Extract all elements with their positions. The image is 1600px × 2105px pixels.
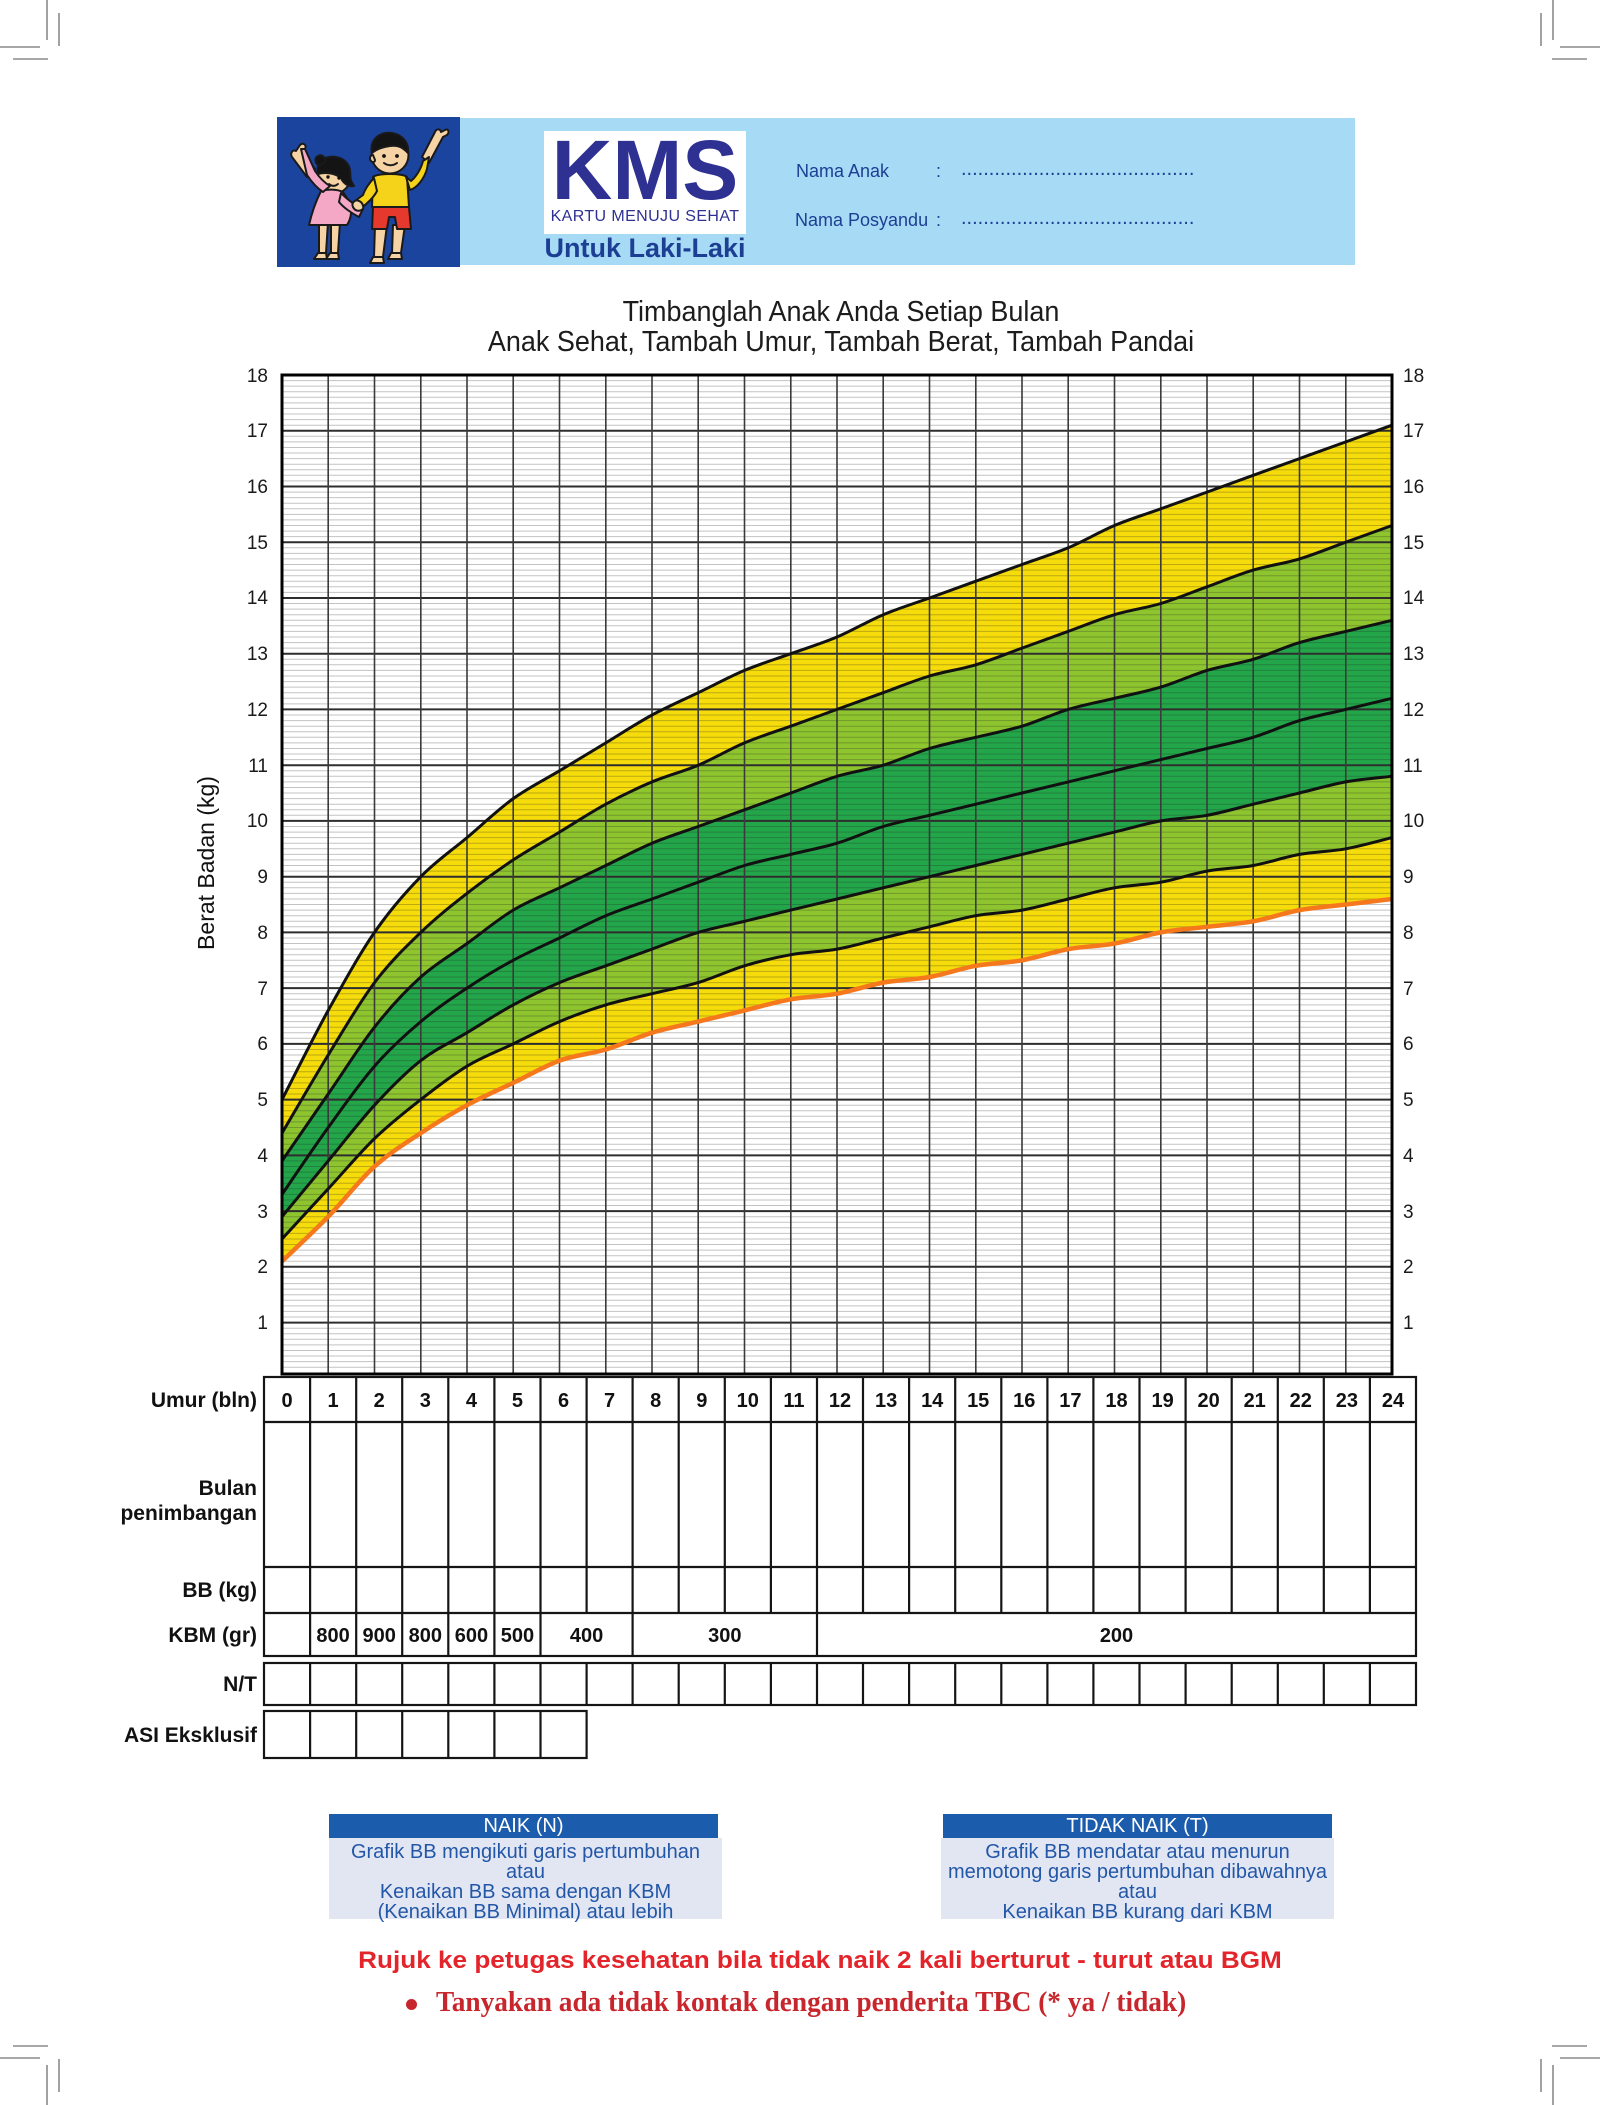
svg-text:ASI Eksklusif: ASI Eksklusif <box>124 1724 258 1747</box>
svg-text:3: 3 <box>1403 1202 1414 1223</box>
svg-text:18: 18 <box>1403 366 1424 387</box>
svg-text:4: 4 <box>466 1390 478 1412</box>
svg-text:9: 9 <box>1403 867 1414 888</box>
svg-text:18: 18 <box>1105 1390 1127 1412</box>
svg-text:5: 5 <box>512 1390 523 1412</box>
svg-text:9: 9 <box>257 867 268 888</box>
svg-text:300: 300 <box>708 1625 741 1647</box>
svg-text:7: 7 <box>1403 979 1414 1000</box>
svg-text:8: 8 <box>650 1390 661 1412</box>
svg-text:12: 12 <box>247 700 268 721</box>
svg-text:15: 15 <box>967 1390 989 1412</box>
svg-text:800: 800 <box>316 1625 349 1647</box>
svg-text:12: 12 <box>1403 700 1424 721</box>
svg-text:15: 15 <box>247 533 268 554</box>
svg-text:5: 5 <box>1403 1090 1414 1111</box>
svg-text:14: 14 <box>1403 588 1425 609</box>
svg-text:2: 2 <box>374 1390 385 1412</box>
svg-text:4: 4 <box>1403 1146 1414 1167</box>
svg-text:900: 900 <box>363 1625 396 1647</box>
svg-text:16: 16 <box>1403 477 1424 498</box>
svg-text:3: 3 <box>420 1390 431 1412</box>
svg-text:20: 20 <box>1197 1390 1219 1412</box>
svg-text:400: 400 <box>570 1625 603 1647</box>
svg-text:16: 16 <box>1013 1390 1035 1412</box>
svg-text:2: 2 <box>257 1257 268 1278</box>
svg-text:13: 13 <box>247 644 268 665</box>
svg-text:6: 6 <box>558 1390 569 1412</box>
svg-text:19: 19 <box>1151 1390 1173 1412</box>
svg-text:11: 11 <box>783 1390 804 1412</box>
svg-text:penimbangan: penimbangan <box>120 1502 257 1525</box>
svg-text:10: 10 <box>737 1390 759 1412</box>
svg-text:17: 17 <box>1403 421 1424 442</box>
svg-text:BB (kg): BB (kg) <box>182 1579 257 1602</box>
svg-text:600: 600 <box>455 1625 488 1647</box>
svg-text:13: 13 <box>875 1390 897 1412</box>
svg-text:17: 17 <box>1059 1390 1081 1412</box>
svg-text:Berat Badan (kg): Berat Badan (kg) <box>193 776 219 950</box>
svg-text:N/T: N/T <box>223 1673 257 1696</box>
svg-text:22: 22 <box>1290 1390 1312 1412</box>
svg-text:6: 6 <box>1403 1034 1414 1055</box>
svg-text:8: 8 <box>1403 923 1414 944</box>
svg-text:Umur (bln): Umur (bln) <box>151 1389 257 1412</box>
svg-text:10: 10 <box>1403 811 1424 832</box>
svg-text:1: 1 <box>328 1390 339 1412</box>
svg-text:14: 14 <box>247 588 269 609</box>
svg-text:24: 24 <box>1382 1390 1405 1412</box>
svg-text:10: 10 <box>247 811 268 832</box>
svg-text:7: 7 <box>604 1390 615 1412</box>
svg-text:15: 15 <box>1403 533 1424 554</box>
svg-text:21: 21 <box>1244 1390 1266 1412</box>
svg-text:500: 500 <box>501 1625 534 1647</box>
svg-text:13: 13 <box>1403 644 1424 665</box>
svg-text:16: 16 <box>247 477 268 498</box>
svg-text:14: 14 <box>921 1390 944 1412</box>
svg-text:18: 18 <box>247 366 268 387</box>
svg-text:1: 1 <box>257 1313 268 1334</box>
svg-text:KBM (gr): KBM (gr) <box>168 1624 257 1647</box>
svg-text:7: 7 <box>257 979 268 1000</box>
svg-text:200: 200 <box>1100 1625 1133 1647</box>
svg-text:5: 5 <box>257 1090 268 1111</box>
svg-text:6: 6 <box>257 1034 268 1055</box>
svg-text:9: 9 <box>696 1390 707 1412</box>
svg-text:3: 3 <box>257 1202 268 1223</box>
svg-text:12: 12 <box>829 1390 851 1412</box>
svg-text:11: 11 <box>1403 756 1423 777</box>
svg-text:1: 1 <box>1403 1313 1414 1334</box>
svg-text:17: 17 <box>247 421 268 442</box>
svg-text:4: 4 <box>257 1146 268 1167</box>
svg-text:23: 23 <box>1336 1390 1358 1412</box>
svg-text:800: 800 <box>409 1625 442 1647</box>
svg-text:0: 0 <box>281 1390 292 1412</box>
svg-text:2: 2 <box>1403 1257 1414 1278</box>
svg-text:8: 8 <box>257 923 268 944</box>
svg-text:Bulan: Bulan <box>199 1477 257 1500</box>
svg-text:11: 11 <box>248 756 268 777</box>
